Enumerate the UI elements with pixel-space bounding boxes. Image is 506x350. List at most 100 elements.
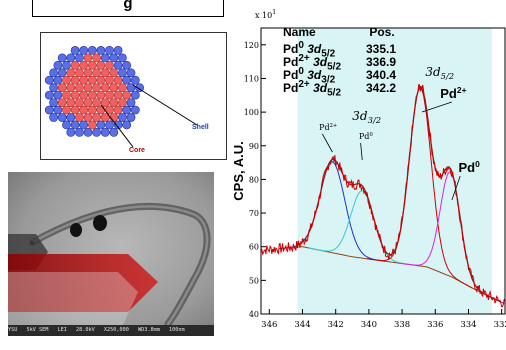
shell-atom (126, 83, 136, 93)
y-tick-label: 40 (249, 310, 259, 319)
shell-atom (96, 120, 106, 130)
annotation-pointer (322, 133, 333, 153)
shell-atom (44, 90, 54, 100)
core-atom (100, 68, 110, 78)
sem-info-item: 5kV SEM (26, 327, 49, 333)
core-atom (62, 105, 71, 115)
sem-image (8, 172, 214, 336)
core-atom (96, 60, 106, 70)
shell-atom (62, 60, 71, 70)
core-atom (57, 83, 67, 93)
shell-atom (122, 120, 132, 130)
core-atom (70, 105, 80, 115)
core-atom (83, 83, 93, 93)
y-axis-label: CPS, A.U. (231, 141, 246, 200)
core-atom (96, 75, 106, 85)
shell-atom (57, 113, 67, 122)
x-tick-label: 340 (361, 320, 377, 330)
core-atom (70, 90, 80, 100)
legend-position: 342.2 (366, 81, 397, 95)
core-atom (109, 83, 119, 93)
shell-atom (118, 53, 127, 63)
raw-spectrum (260, 84, 505, 308)
shell-atom (87, 45, 97, 55)
shell-atom (126, 113, 136, 122)
core-atom (105, 75, 114, 85)
label-pd2-minor: Pd2+ (319, 123, 337, 132)
sem-info-item: X250,000 (103, 327, 129, 333)
shell-atom (118, 68, 127, 78)
core-atom (87, 90, 97, 100)
x-tick-label: 334 (460, 320, 476, 330)
shell-atom (70, 45, 80, 55)
shell-atom (126, 68, 136, 78)
shell-atom (109, 53, 119, 63)
shell-atom (135, 83, 144, 93)
shell-atom (49, 98, 58, 107)
annotation-pointer (451, 175, 461, 201)
shell-atom (53, 90, 63, 100)
shell-atom (92, 128, 101, 137)
core-atom (100, 113, 110, 122)
shell-atom (113, 45, 123, 55)
xps-plot: 40 50 60 70 80 90 100 110 120 346 344 342 340 338 336 3… (231, 9, 506, 330)
shell-atom (53, 105, 63, 115)
shell-atom (96, 45, 106, 55)
shell-atom (49, 113, 58, 122)
shell-atom (57, 53, 67, 63)
core-atom (100, 98, 110, 107)
core-atom (75, 83, 84, 93)
shell-atom (130, 75, 140, 85)
core-atom (66, 83, 76, 93)
core-pointer-line (100, 104, 134, 148)
legend-header-pos: Pos. (369, 25, 395, 39)
core-atom (96, 90, 106, 100)
x-tick-label: 336 (427, 320, 443, 330)
sem-info-item: WD3.8mm (138, 327, 160, 333)
core-atom (75, 98, 84, 107)
label-3d52: 3d5/2 (425, 65, 454, 81)
core-atom (92, 53, 101, 63)
core-atom (79, 90, 89, 100)
core-atom (113, 90, 123, 100)
legend-position: 335.1 (366, 42, 397, 56)
core-shell-diagram (44, 45, 198, 148)
core-atom (109, 68, 119, 78)
core-atom (66, 98, 76, 107)
x-tick-label: 332 (494, 320, 506, 330)
core-label: Core (129, 147, 145, 154)
core-atom (62, 75, 71, 85)
shell-atom (113, 60, 123, 70)
sem-micrograph: YSU 5kV SEM LEI 28.0kV X250,000 WD3.8mm … (8, 172, 214, 336)
label-pd0-major: Pd0 (459, 159, 481, 175)
shell-atom (53, 60, 63, 70)
legend-species: Pd2+ 3d5/2 (283, 53, 342, 73)
shell-atom (66, 128, 76, 137)
shell-atom (105, 45, 114, 55)
core-atom (109, 98, 119, 107)
core-atom (83, 53, 93, 63)
core-atom (92, 83, 101, 93)
y-tick-label: 90 (249, 142, 259, 151)
xps-chart: 40 50 60 70 80 90 100 110 120 346 344 342 340 338 336 3… (228, 0, 506, 345)
component-peak (308, 190, 415, 266)
shell-atom (130, 105, 140, 115)
annotation-pointer (360, 142, 363, 161)
core-atom (70, 60, 80, 70)
y-tick-label: 50 (249, 276, 259, 285)
label-pd2-major: Pd2+ (440, 85, 466, 101)
legend-row: Pd0 3d5/2 335.1 (283, 39, 411, 59)
sem-info-bar: YSU 5kV SEM LEI 28.0kV X250,000 WD3.8mm … (8, 325, 214, 336)
core-atom (92, 68, 101, 78)
legend-position: 340.4 (366, 68, 397, 82)
legend-header-name: Name (283, 25, 316, 39)
sem-info-item: YSU (8, 327, 18, 333)
shell-atom (83, 128, 93, 137)
core-atom (57, 98, 67, 107)
shell-atom (130, 90, 140, 100)
core-atom (96, 105, 106, 115)
core-atom (66, 68, 76, 78)
core-atom (62, 90, 71, 100)
core-atom (79, 105, 89, 115)
shell-atom (122, 60, 132, 70)
